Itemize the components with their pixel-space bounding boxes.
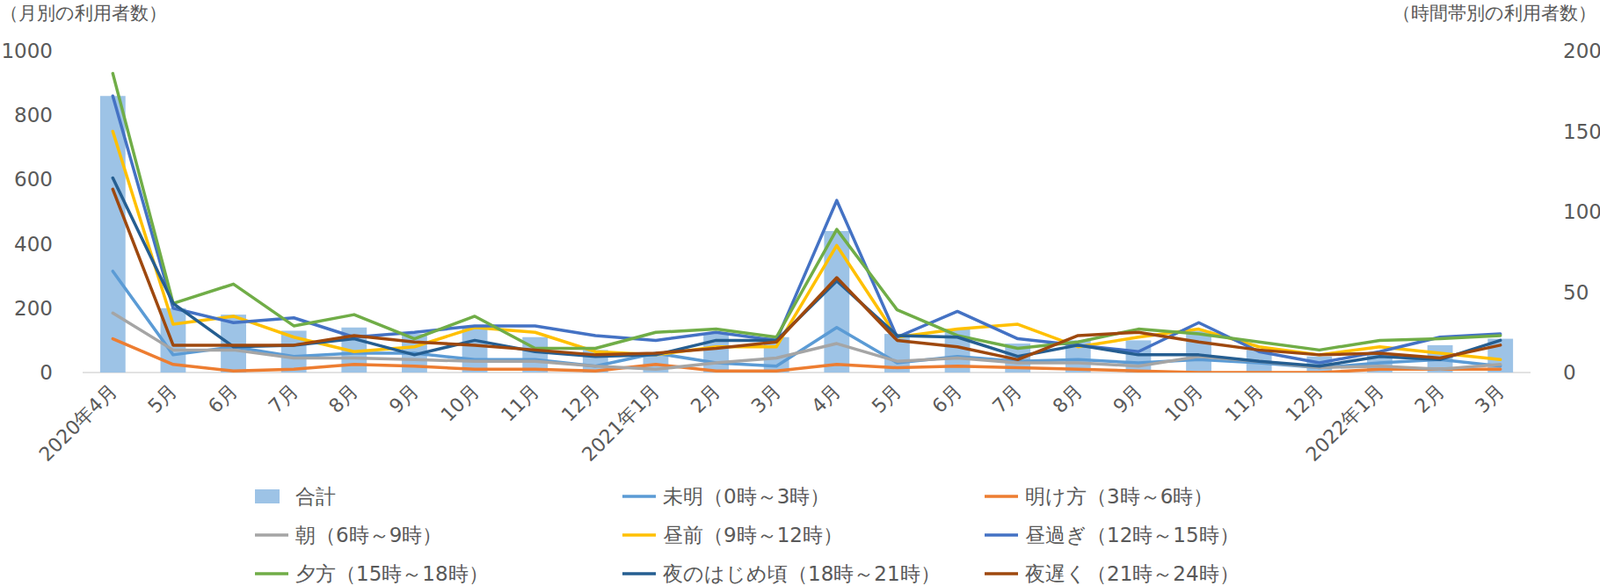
x-tick-label: 2021年1月 [577, 379, 664, 466]
y-tick [78, 50, 83, 52]
y-tick [78, 243, 83, 245]
legend-swatch [622, 572, 656, 576]
legend-swatch [622, 533, 656, 538]
x-tick-label: 12月 [557, 379, 604, 427]
legend-label: 夜遅く（21時～24時） [1025, 562, 1240, 586]
legend-swatch [984, 572, 1019, 576]
y-tick-label: 0 [39, 361, 53, 385]
x-tick-label: 7月 [264, 379, 303, 418]
line [112, 95, 1500, 364]
x-tick-label: 8月 [1048, 379, 1087, 418]
x-tick-label: 3月 [747, 379, 786, 418]
legend-label: 合計 [295, 485, 336, 509]
legend-item: 未明（0時～3時） [622, 485, 830, 509]
legend-label: 朝（6時～9時） [295, 523, 443, 547]
x-tick-label: 2月 [1410, 379, 1448, 418]
x-tick-label: 4月 [807, 379, 845, 418]
legend-label: 夜のはじめ頃（18時～21時） [662, 562, 941, 586]
legend-label: 明け方（3時～6時） [1025, 485, 1214, 509]
legend-swatch [622, 494, 656, 499]
x-tick-label: 11月 [1221, 379, 1268, 427]
bar [462, 327, 488, 373]
y-tick [78, 372, 83, 374]
x-tick-label: 12月 [1280, 379, 1328, 427]
legend-label: 夕方（15時～18時） [295, 562, 489, 586]
y2-tick-label: 100 [1563, 200, 1600, 224]
legend-label: 昼前（9時～12時） [662, 523, 844, 547]
x-tick-label: 10月 [436, 379, 484, 427]
bar [823, 231, 850, 373]
x-tick-label: 3月 [1470, 379, 1509, 418]
y2-axis-title: （時間帯別の利用者数） [1392, 2, 1597, 24]
y-tick-label: 200 [14, 297, 53, 320]
bar [1185, 330, 1212, 373]
x-tick-label: 2月 [686, 379, 725, 418]
y2-tick [1530, 211, 1535, 213]
legend-swatch [254, 489, 280, 504]
y-tick [78, 115, 83, 117]
x-tick-label: 10月 [1160, 379, 1208, 427]
y2-tick-label: 50 [1563, 281, 1589, 305]
x-tick-label: 11月 [496, 379, 544, 427]
y-tick-label: 800 [14, 103, 53, 127]
y-tick-label: 1000 [0, 39, 53, 63]
legend-item: 夕方（15時～18時） [254, 562, 489, 586]
x-tick-label: 2022年1月 [1301, 379, 1389, 466]
y2-tick [1530, 130, 1535, 132]
x-tick-label: 9月 [385, 379, 423, 418]
bar [1126, 340, 1152, 373]
y2-tick-label: 0 [1563, 361, 1577, 385]
y-tick [78, 307, 83, 309]
y2-tick [1530, 291, 1535, 293]
legend-label: 未明（0時～3時） [662, 485, 830, 509]
line [112, 178, 1500, 367]
bar [100, 95, 126, 373]
legend-item: 合計 [254, 485, 336, 509]
legend-swatch [254, 572, 289, 576]
legend-item: 夜遅く（21時～24時） [984, 562, 1240, 586]
legend-swatch [254, 533, 289, 538]
legend-swatch [984, 494, 1019, 499]
y-tick-label: 400 [14, 232, 53, 256]
legend-item: 朝（6時～9時） [254, 523, 443, 547]
y2-tick-label: 200 [1563, 39, 1600, 63]
y-tick-label: 600 [14, 167, 53, 191]
y2-tick [1530, 50, 1535, 52]
chart: （月別の利用者数） （時間帯別の利用者数） 0 200 400 600 800 1000 0 50… [0, 0, 1600, 586]
legend-swatch [984, 533, 1019, 538]
y2-tick [1530, 372, 1535, 374]
y-axis-title: （月別の利用者数） [0, 2, 168, 24]
line [112, 189, 1500, 360]
x-tick-label: 8月 [324, 379, 363, 418]
plot-area [100, 73, 1513, 373]
x-tick-label: 6月 [927, 379, 966, 418]
x-tick-label: 5月 [867, 379, 906, 418]
y2-tick-label: 150 [1563, 120, 1600, 144]
x-tick-label: 9月 [1108, 379, 1147, 418]
legend-item: 夜のはじめ頃（18時～21時） [622, 562, 941, 586]
y-tick [78, 179, 83, 181]
legend-item: 昼過ぎ（12時～15時） [984, 523, 1240, 547]
legend-item: 昼前（9時～12時） [622, 523, 844, 547]
legend-label: 昼過ぎ（12時～15時） [1025, 523, 1240, 547]
x-tick-label: 2020年4月 [35, 379, 122, 466]
x-tick-label: 5月 [143, 379, 182, 418]
x-tick-label: 6月 [203, 379, 242, 418]
legend-item: 明け方（3時～6時） [984, 485, 1214, 509]
x-tick-label: 7月 [988, 379, 1026, 418]
